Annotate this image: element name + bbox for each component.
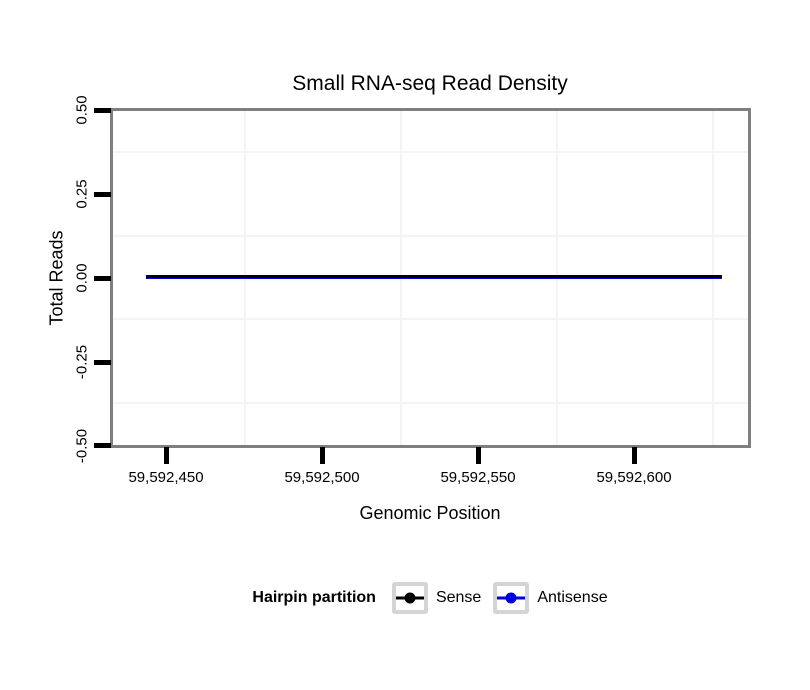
x-axis-title: Genomic Position [359,503,501,523]
x-axis-tick [475,447,481,464]
legend-item-antisense: Antisense [493,582,608,614]
y-axis-tick [94,359,111,365]
minor-gridline-horizontal [113,151,748,153]
legend-title: Hairpin partition [252,589,376,606]
antisense-key-dot-icon [505,592,517,604]
y-axis-tick [94,108,111,113]
chart-title: Small RNA-seq Read Density [292,72,568,95]
x-tick-label: 59,592,550 [440,469,516,486]
x-tick-label: 59,592,600 [596,469,672,486]
y-axis-title: Total Reads [46,230,67,326]
legend-label-antisense: Antisense [537,589,608,606]
y-tick-label: -0.50 [73,428,91,464]
sense-key-icon [391,582,428,614]
y-tick-label: 0.50 [73,95,91,125]
x-tick-label: 59,592,500 [284,469,360,486]
y-tick-label: -0.25 [73,344,91,380]
plot-panel [110,108,751,448]
y-axis-tick [94,275,111,281]
minor-gridline-horizontal [113,235,748,237]
sense-key-dot-icon [404,592,416,604]
x-tick-label: 59,592,450 [128,469,204,486]
x-axis-tick [631,447,637,464]
y-axis-tick [94,443,111,448]
legend-item-sense: Sense [391,582,482,614]
minor-gridline-horizontal [113,402,748,404]
y-tick-label: 0.25 [73,179,91,209]
sense-series-line [146,275,722,278]
legend: Hairpin partition Sense Antisense [110,579,750,617]
legend-label-sense: Sense [435,589,482,606]
y-axis-tick [94,191,111,197]
x-axis-tick [319,447,325,464]
y-tick-label: 0.00 [73,263,91,293]
x-axis-tick [163,447,169,464]
antisense-key-icon [493,582,530,614]
minor-gridline-horizontal [113,318,748,320]
